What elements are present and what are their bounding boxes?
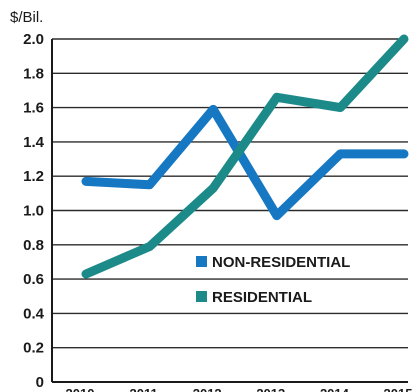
legend-label: RESIDENTIAL bbox=[212, 289, 312, 306]
series-lines bbox=[81, 34, 409, 279]
data-point bbox=[84, 272, 88, 276]
data-point bbox=[275, 214, 279, 218]
legend-label: NON-RESIDENTIAL bbox=[212, 254, 350, 271]
x-tick-label: 2013 bbox=[256, 386, 285, 392]
x-tick-label: 2014 bbox=[320, 386, 350, 392]
data-point bbox=[402, 152, 406, 156]
legend: NON-RESIDENTIAL RESIDENTIAL bbox=[196, 254, 350, 306]
data-point bbox=[338, 152, 342, 156]
y-tick-label: 1.8 bbox=[23, 65, 44, 82]
y-tick-label: 0.2 bbox=[23, 340, 44, 357]
data-point bbox=[275, 95, 279, 99]
y-tick-label: 0.4 bbox=[23, 305, 45, 322]
x-tick-label: 2015 bbox=[384, 386, 413, 392]
series-line-residential bbox=[81, 34, 409, 279]
x-axis-ticks: 2010 2011 2012 2013 2014 2015 bbox=[66, 386, 413, 392]
y-tick-label: 1.2 bbox=[23, 168, 44, 185]
gridlines bbox=[51, 38, 408, 383]
data-point bbox=[338, 106, 342, 110]
data-point bbox=[84, 179, 88, 183]
x-tick-label: 2011 bbox=[129, 386, 157, 392]
data-point bbox=[402, 37, 406, 41]
data-point bbox=[148, 245, 152, 249]
legend-swatch bbox=[196, 256, 207, 267]
data-point bbox=[148, 183, 152, 187]
y-axis-ticks: 0 0.2 0.4 0.6 0.8 1.0 1.2 1.4 1.6 1.8 2.0 bbox=[23, 31, 45, 391]
y-tick-label: 1.0 bbox=[23, 203, 44, 220]
series-line-non-residential bbox=[81, 104, 409, 221]
y-tick-label: 1.6 bbox=[23, 100, 44, 117]
x-tick-label: 2010 bbox=[66, 386, 95, 392]
data-point bbox=[211, 107, 215, 111]
y-tick-label: 2.0 bbox=[23, 31, 44, 48]
y-tick-label: 0.8 bbox=[23, 237, 44, 254]
unit-label: $/Bil. bbox=[10, 9, 43, 26]
data-point bbox=[211, 186, 215, 190]
y-tick-label: 0 bbox=[36, 374, 44, 391]
x-tick-label: 2012 bbox=[193, 386, 222, 392]
y-tick-label: 0.6 bbox=[23, 271, 44, 288]
legend-swatch bbox=[196, 291, 207, 302]
y-tick-label: 1.4 bbox=[23, 134, 45, 151]
